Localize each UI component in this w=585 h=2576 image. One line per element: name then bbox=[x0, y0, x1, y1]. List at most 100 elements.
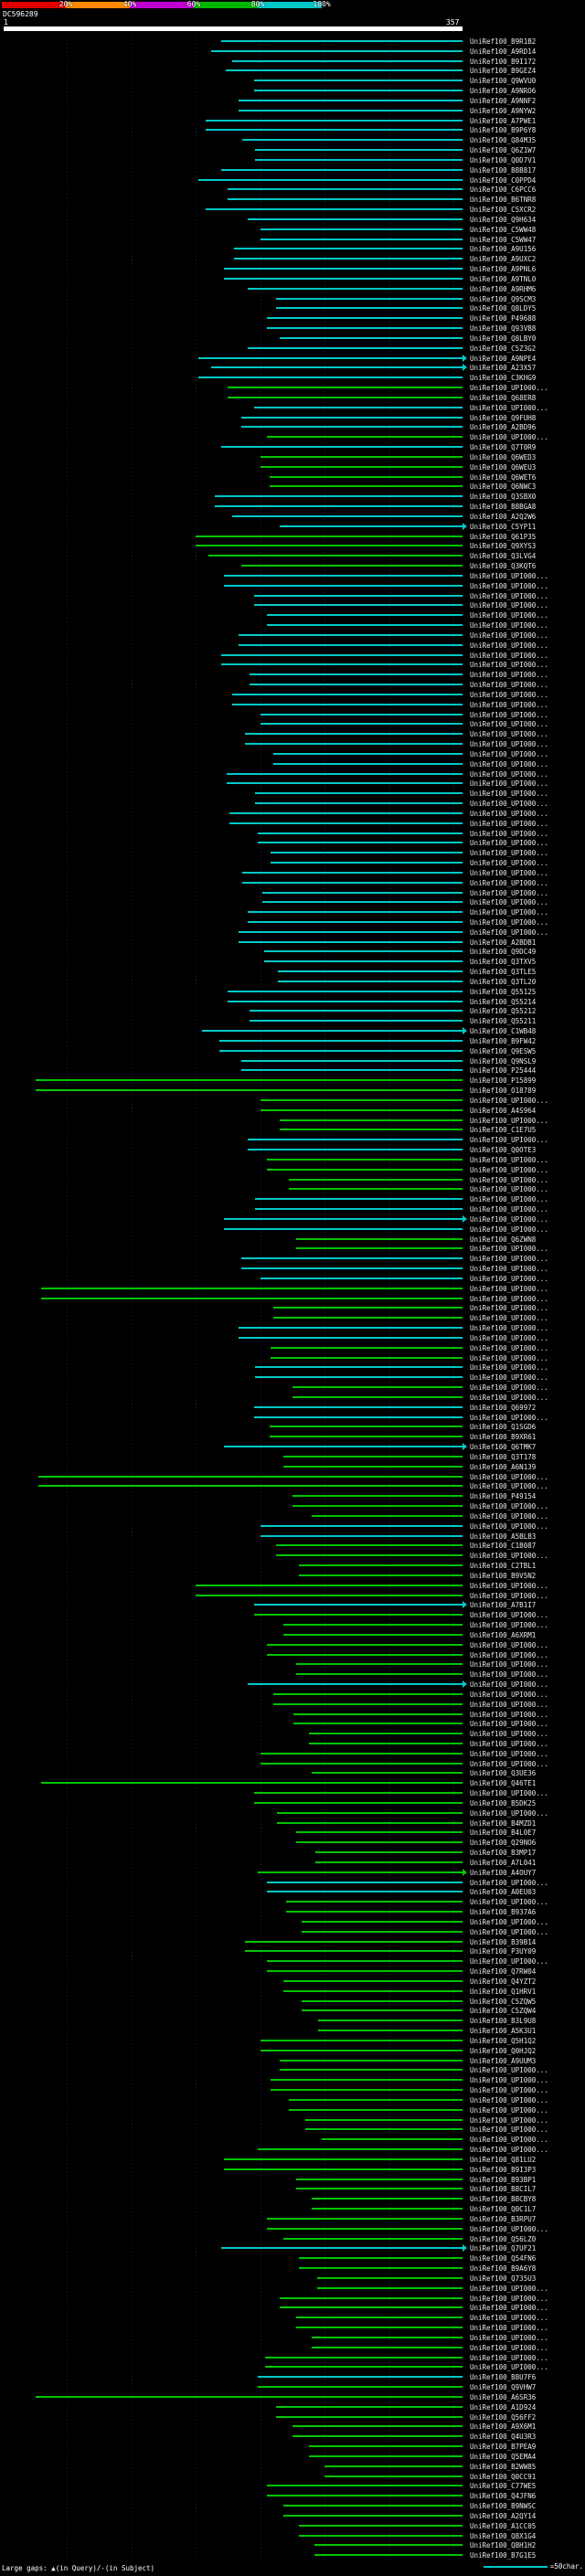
hit-bar[interactable] bbox=[279, 2296, 463, 2299]
hit-bar[interactable] bbox=[275, 307, 463, 310]
hit-bar[interactable] bbox=[221, 653, 463, 656]
hit-label[interactable]: UniRef100_UPI000... bbox=[470, 611, 548, 620]
hit-label[interactable]: UniRef100_P15899 bbox=[470, 1076, 537, 1086]
hit-label[interactable]: UniRef100_B9A6Y8 bbox=[470, 2264, 537, 2274]
hit-bar[interactable] bbox=[257, 842, 463, 844]
hit-label[interactable]: UniRef100_Q735U3 bbox=[470, 2274, 537, 2283]
hit-label[interactable]: UniRef100_Q4YZT2 bbox=[470, 1977, 537, 1986]
hit-label[interactable]: UniRef100_UPI000... bbox=[470, 1759, 548, 1768]
hit-bar[interactable] bbox=[265, 2356, 463, 2359]
hit-label[interactable]: UniRef100_Q5EMA4 bbox=[470, 2452, 537, 2461]
hit-bar[interactable] bbox=[315, 1860, 463, 1863]
hit-bar[interactable] bbox=[288, 2108, 463, 2111]
hit-label[interactable]: UniRef100_UPI000... bbox=[470, 1749, 548, 1758]
hit-bar[interactable] bbox=[266, 1158, 463, 1161]
hit-label[interactable]: UniRef100_UPI000... bbox=[470, 700, 548, 709]
hit-bar[interactable] bbox=[293, 1712, 463, 1715]
hit-bar[interactable] bbox=[292, 2435, 463, 2438]
hit-bar[interactable] bbox=[234, 248, 463, 250]
hit-label[interactable]: UniRef100_A9NRO6 bbox=[470, 87, 537, 96]
hit-label[interactable]: UniRef100_Q68ER8 bbox=[470, 393, 537, 402]
hit-bar[interactable] bbox=[278, 980, 463, 982]
hit-label[interactable]: UniRef100_Q46TE1 bbox=[470, 1779, 537, 1788]
hit-label[interactable]: UniRef100_UPI000... bbox=[470, 621, 548, 631]
hit-label[interactable]: UniRef100_UPI000... bbox=[470, 1175, 548, 1184]
hit-bar[interactable] bbox=[253, 1405, 463, 1408]
hit-label[interactable]: UniRef100_Q6Z1W7 bbox=[470, 146, 537, 155]
hit-label[interactable]: UniRef100_UPI000... bbox=[470, 1611, 548, 1620]
hit-label[interactable]: UniRef100_UPI000... bbox=[470, 661, 548, 670]
hit-label[interactable]: UniRef100_UPI000... bbox=[470, 2136, 548, 2145]
hit-label[interactable]: UniRef100_UPI000... bbox=[470, 809, 548, 818]
hit-label[interactable]: UniRef100_A1D924 bbox=[470, 2402, 537, 2412]
hit-label[interactable]: UniRef100_A9RD14 bbox=[470, 47, 537, 56]
hit-bar[interactable] bbox=[292, 1386, 463, 1389]
hit-bar[interactable] bbox=[301, 1930, 463, 1933]
hit-bar[interactable] bbox=[312, 1514, 463, 1517]
hit-bar[interactable] bbox=[260, 2039, 463, 2041]
hit-bar[interactable] bbox=[288, 2098, 463, 2101]
hit-bar[interactable] bbox=[257, 832, 463, 834]
hit-bar[interactable] bbox=[206, 129, 463, 132]
hit-bar[interactable] bbox=[247, 911, 463, 914]
hit-label[interactable]: UniRef100_UPI000... bbox=[470, 1660, 548, 1670]
hit-bar[interactable] bbox=[266, 1168, 463, 1171]
hit-label[interactable]: UniRef100_Q6WEU3 bbox=[470, 462, 537, 472]
hit-bar[interactable] bbox=[279, 1129, 463, 1131]
hit-label[interactable]: UniRef100_UPI000... bbox=[470, 928, 548, 937]
hit-bar[interactable] bbox=[260, 1534, 463, 1537]
hit-bar[interactable] bbox=[36, 1089, 463, 1092]
hit-bar[interactable] bbox=[279, 1118, 463, 1121]
hit-bar[interactable] bbox=[226, 772, 463, 775]
hit-label[interactable]: UniRef100_Q1HRV1 bbox=[470, 1987, 537, 1996]
hit-label[interactable]: UniRef100_Q7RW04 bbox=[470, 1967, 537, 1977]
hit-label[interactable]: UniRef100_Q9ESW5 bbox=[470, 1046, 537, 1055]
hit-label[interactable]: UniRef100_B7G1E5 bbox=[470, 2551, 537, 2560]
hit-bar[interactable] bbox=[240, 1257, 463, 1260]
hit-bar[interactable] bbox=[255, 802, 463, 805]
hit-bar[interactable] bbox=[238, 633, 463, 636]
hit-label[interactable]: UniRef100_B5DK25 bbox=[470, 1798, 537, 1807]
hit-bar[interactable] bbox=[218, 1039, 463, 1042]
hit-label[interactable]: UniRef100_B9NWSC bbox=[470, 2502, 537, 2510]
hit-bar[interactable] bbox=[255, 1366, 463, 1369]
hit-label[interactable]: UniRef100_UPI000... bbox=[470, 759, 548, 769]
hit-label[interactable]: UniRef100_C5XCR2 bbox=[470, 206, 537, 215]
hit-bar[interactable] bbox=[269, 475, 463, 478]
hit-label[interactable]: UniRef100_A7B1I7 bbox=[470, 1601, 537, 1610]
hit-label[interactable]: UniRef100_A1CC05 bbox=[470, 2521, 537, 2530]
hit-bar[interactable] bbox=[296, 1831, 463, 1834]
hit-label[interactable]: UniRef100_Q29NO6 bbox=[470, 1839, 537, 1848]
hit-label[interactable]: UniRef100_UPI000... bbox=[470, 1224, 548, 1234]
hit-label[interactable]: UniRef100_Q8LDY5 bbox=[470, 304, 537, 313]
hit-label[interactable]: UniRef100_UPI000... bbox=[470, 2363, 548, 2372]
hit-bar[interactable] bbox=[247, 346, 463, 349]
hit-label[interactable]: UniRef100_Q54FN6 bbox=[470, 2254, 537, 2263]
hit-bar[interactable] bbox=[231, 59, 463, 62]
hit-bar[interactable] bbox=[279, 336, 463, 339]
hit-label[interactable]: UniRef100_UPI000... bbox=[470, 849, 548, 858]
hit-label[interactable]: UniRef100_C5WW48 bbox=[470, 225, 537, 234]
hit-bar[interactable] bbox=[38, 1475, 463, 1478]
hit-label[interactable]: UniRef100_Q61P35 bbox=[470, 532, 537, 541]
hit-label[interactable]: UniRef100_Q69972 bbox=[470, 1403, 537, 1412]
hit-label[interactable]: UniRef100_Q56LZ0 bbox=[470, 2234, 537, 2243]
hit-label[interactable]: UniRef100_UPI000... bbox=[470, 2314, 548, 2323]
hit-label[interactable]: UniRef100_UPI000... bbox=[470, 2125, 548, 2135]
hit-bar[interactable] bbox=[224, 2168, 463, 2170]
hit-label[interactable]: UniRef100_A6XRM1 bbox=[470, 1630, 537, 1639]
hit-label[interactable]: UniRef100_UPI000... bbox=[470, 384, 548, 393]
hit-bar[interactable] bbox=[225, 69, 463, 72]
hit-bar[interactable] bbox=[247, 1149, 463, 1151]
hit-label[interactable]: UniRef100_Q3SBX0 bbox=[470, 493, 537, 502]
hit-bar[interactable] bbox=[247, 1139, 463, 1141]
hit-bar[interactable] bbox=[229, 822, 463, 824]
hit-label[interactable]: UniRef100_UPI000... bbox=[470, 1304, 548, 1313]
hit-bar[interactable] bbox=[266, 327, 463, 330]
hit-label[interactable]: UniRef100_Q3TXV5 bbox=[470, 958, 537, 967]
hit-bar[interactable] bbox=[253, 1614, 463, 1617]
hit-label[interactable]: UniRef100_UPI000... bbox=[470, 1621, 548, 1630]
hit-bar[interactable] bbox=[240, 1059, 463, 1062]
hit-label[interactable]: UniRef100_UPI000... bbox=[470, 1363, 548, 1373]
hit-bar[interactable] bbox=[253, 1792, 463, 1795]
